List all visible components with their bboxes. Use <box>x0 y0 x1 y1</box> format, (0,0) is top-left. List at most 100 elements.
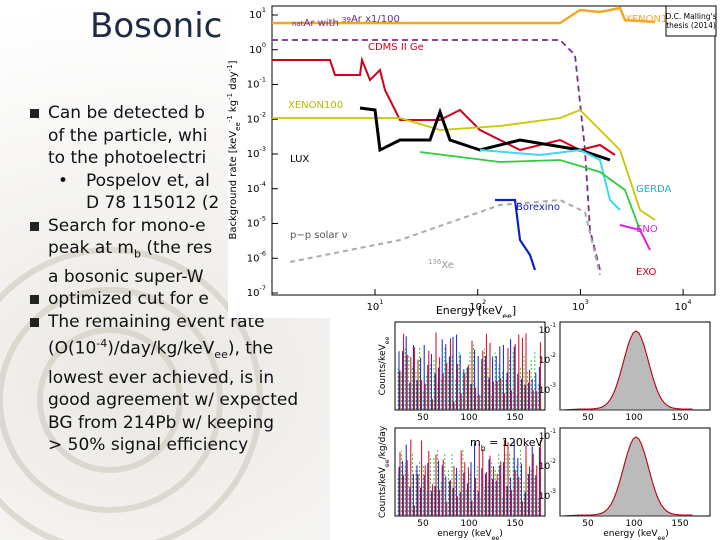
curve-label: 136Xe <box>428 258 454 271</box>
tick-base: 10 <box>572 302 585 313</box>
text-run: ) <box>665 529 669 539</box>
tick-base: 10 <box>247 288 260 299</box>
curve-label: SNO <box>636 224 658 235</box>
curve-label: natAr with 39Ar x1/100 <box>292 14 400 29</box>
tick-base: 10 <box>247 219 260 230</box>
text-run: good agreement w/ expected <box>48 390 299 411</box>
x-tick-label: 100 <box>460 413 477 423</box>
curve <box>272 56 616 156</box>
bullet-line: The remaining event rate <box>48 311 298 334</box>
tick-exp: -2 <box>260 110 266 118</box>
tick-exp: -7 <box>260 284 266 292</box>
text-run: Counts/keV <box>378 344 388 396</box>
credit: D.C. Malling's <box>666 12 717 21</box>
curve-label: GERDA <box>636 184 672 195</box>
text-run: a bosonic super-W <box>48 266 204 287</box>
text-run: Energy [keV <box>436 304 503 317</box>
tick-base: 10 <box>247 114 260 125</box>
x-tick-label: 102 <box>469 298 486 313</box>
tick-base: 10 <box>367 302 380 313</box>
tick-exp: 0 <box>262 41 266 49</box>
text-run: ee <box>214 348 228 362</box>
tick-base: 10 <box>247 80 260 91</box>
y-tick-label: 10-3 <box>539 383 557 396</box>
text-run: ee <box>384 459 391 467</box>
text-run: m <box>470 436 481 449</box>
curve <box>419 151 641 231</box>
tick-base: 10 <box>539 492 551 502</box>
x-tick-label: 104 <box>675 298 692 313</box>
curve-label: XENON10 <box>625 14 674 25</box>
x-tick-label: 50 <box>582 519 594 529</box>
tick-base: 10 <box>247 184 260 195</box>
curve <box>272 108 656 221</box>
text-run: energy (keV <box>603 529 658 539</box>
curve <box>272 39 601 271</box>
y-tick-label: 10-6 <box>247 249 266 264</box>
text-run: Search for mono-e <box>48 215 206 236</box>
text-run: ) <box>499 529 503 539</box>
text-run: ee <box>658 535 666 540</box>
y-axis-label: Counts/keVee/kg/day <box>378 425 391 518</box>
text-run: ee <box>502 312 512 321</box>
bullet-line: D 78 115012 (2 <box>86 192 298 215</box>
y-axis-label: Counts/keVee <box>378 336 391 395</box>
text-run: > 50% signal efficiency <box>48 435 249 456</box>
text-run: Counts/keV <box>378 466 388 518</box>
bullet-line: (O(10-4)/day/kg/keVee), the <box>48 333 298 367</box>
y-tick-label: 10-2 <box>539 459 557 472</box>
y-tick-label: 10-1 <box>247 76 266 91</box>
text-run: = 120keV <box>486 436 544 449</box>
tick-exp: 1 <box>262 6 266 14</box>
curve <box>289 198 601 276</box>
bullet: The remaining event rate (O(10-4)/day/kg/… <box>28 311 298 457</box>
y-tick-label: 10-1 <box>539 323 557 336</box>
text-run: b <box>133 247 141 261</box>
plot-frame <box>271 5 716 296</box>
curve <box>359 106 611 162</box>
text-run: peak at m <box>48 238 134 258</box>
x-tick-label: 150 <box>506 413 523 423</box>
tick-base: 10 <box>469 302 482 313</box>
text-run: -4 <box>96 337 108 351</box>
bullet-line: optimized cut for e <box>48 288 298 311</box>
y-axis-label: Background rate [keVee-1 kg-1 day-1] <box>226 60 242 239</box>
y-tick-label: 10-3 <box>539 489 557 502</box>
text-run: -1 <box>226 93 234 100</box>
curve-label: XENON100 <box>288 100 343 111</box>
tick-exp: -5 <box>260 215 266 223</box>
y-tick-label: 10-2 <box>247 110 266 125</box>
x-tick-label: 150 <box>506 519 523 529</box>
text-run: The remaining event rate <box>48 311 265 332</box>
tick-base: 10 <box>675 302 688 313</box>
curve <box>619 224 651 251</box>
tick-exp: 1 <box>379 298 383 306</box>
bullet-line: Search for mono-e <box>48 215 298 238</box>
tick-exp: -4 <box>260 180 266 188</box>
curve-label: EXO <box>636 267 657 278</box>
curve <box>495 198 537 271</box>
text-run: D 78 115012 (2 <box>86 193 220 213</box>
text-run: )/day/kg/keV <box>107 339 215 360</box>
text-run: ] <box>512 304 516 317</box>
curve <box>272 6 656 25</box>
bullet-line: > 50% signal efficiency <box>48 434 298 457</box>
y-tick-label: 10-3 <box>247 145 266 160</box>
y-tick-label: 100 <box>249 41 266 56</box>
tick-base: 10 <box>247 253 260 264</box>
tick-base: 10 <box>539 462 551 472</box>
bullet-line: peak at mb (the res <box>48 237 298 266</box>
tick-exp: -1 <box>550 323 556 329</box>
tick-exp: -2 <box>550 459 556 465</box>
text-run: ee <box>234 122 242 131</box>
x-axis-label: energy (keVee) <box>437 529 503 540</box>
tick-exp: -1 <box>260 76 266 84</box>
tick-exp: -2 <box>550 353 556 359</box>
y-tick-label: 101 <box>249 6 266 21</box>
credit-box <box>665 5 717 37</box>
bullet-line: Can be detected b <box>48 102 298 125</box>
bullet-line: a bosonic super-W <box>48 266 298 289</box>
slide-title: Bosonic <box>90 6 223 46</box>
tick-base: 10 <box>249 10 262 21</box>
